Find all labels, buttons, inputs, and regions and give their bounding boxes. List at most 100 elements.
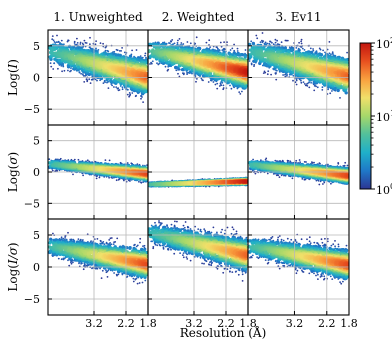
density-point xyxy=(284,39,287,42)
density-point xyxy=(113,86,115,88)
density-point xyxy=(145,56,147,59)
density-point xyxy=(96,79,98,82)
density-point xyxy=(216,87,219,90)
density-point xyxy=(83,75,85,77)
density-point xyxy=(79,43,82,45)
density-point xyxy=(126,93,129,96)
density-point xyxy=(144,54,146,57)
density-point xyxy=(300,46,303,48)
density-point xyxy=(201,79,204,81)
density-point xyxy=(267,70,270,73)
density-point xyxy=(208,39,211,42)
density-point xyxy=(69,47,74,51)
density-point xyxy=(216,82,219,85)
density-point xyxy=(216,47,219,50)
density-point xyxy=(250,40,253,43)
density-point xyxy=(57,41,59,43)
density-point xyxy=(268,42,271,45)
panel-r1-c3 xyxy=(247,29,350,126)
density-point xyxy=(316,86,319,89)
density-point xyxy=(74,46,79,51)
density-point xyxy=(233,49,236,52)
density-point xyxy=(73,40,76,43)
density-point xyxy=(305,84,308,87)
density-point xyxy=(57,67,59,70)
density-point xyxy=(208,72,213,76)
density-point xyxy=(54,42,57,44)
density-point xyxy=(319,48,322,51)
density-point xyxy=(336,88,340,93)
density-point xyxy=(131,49,134,52)
density-point xyxy=(221,49,224,51)
density-point xyxy=(95,40,97,42)
density-point xyxy=(99,42,102,44)
panel-r2-c1 xyxy=(47,124,149,220)
density-point xyxy=(300,79,302,82)
density-point xyxy=(115,179,118,182)
density-point xyxy=(150,61,153,64)
density-point xyxy=(276,69,278,72)
density-point xyxy=(195,36,198,39)
density-point xyxy=(56,34,58,37)
density-point xyxy=(327,88,329,91)
density-point xyxy=(72,173,74,176)
density-point xyxy=(173,42,176,45)
density-point xyxy=(74,44,76,46)
density-point xyxy=(186,41,189,43)
density-point xyxy=(151,60,154,63)
density-point xyxy=(135,94,138,97)
density-point xyxy=(250,62,253,65)
density-point xyxy=(73,158,76,161)
density-point xyxy=(114,53,118,57)
density-point xyxy=(245,70,248,74)
hexbin-density xyxy=(248,32,349,99)
density-point xyxy=(207,81,210,83)
density-point xyxy=(331,90,333,92)
density-point xyxy=(63,69,66,72)
density-point xyxy=(205,41,208,44)
column-title: 1. Unweighted xyxy=(53,10,143,24)
density-point xyxy=(95,177,98,180)
density-point xyxy=(253,63,256,66)
density-point xyxy=(154,41,157,44)
density-point xyxy=(121,86,124,89)
density-point xyxy=(126,162,129,164)
density-point xyxy=(119,85,122,87)
density-point xyxy=(264,41,267,44)
density-point xyxy=(261,41,264,44)
density-point xyxy=(140,95,143,97)
density-point xyxy=(118,53,123,58)
density-point xyxy=(216,46,218,49)
density-point xyxy=(94,43,97,46)
density-point xyxy=(78,71,81,73)
density-point xyxy=(182,43,185,45)
density-point xyxy=(282,74,284,76)
density-point xyxy=(339,97,341,99)
density-point xyxy=(148,49,151,53)
density-point xyxy=(52,68,55,70)
density-point xyxy=(149,63,151,65)
density-point xyxy=(102,82,105,84)
density-point xyxy=(196,78,198,80)
density-point xyxy=(131,92,134,94)
density-point xyxy=(306,82,309,85)
density-point xyxy=(178,38,181,40)
density-point xyxy=(135,49,138,51)
density-point xyxy=(319,53,324,57)
density-point xyxy=(290,48,294,53)
density-point xyxy=(70,69,72,72)
density-point xyxy=(104,159,107,162)
density-point xyxy=(194,75,197,77)
density-point xyxy=(199,60,203,64)
density-point xyxy=(127,179,130,182)
density-point xyxy=(219,41,222,44)
column-title: 3. Ev11 xyxy=(275,10,321,24)
density-point xyxy=(82,73,84,76)
density-point xyxy=(278,43,281,46)
density-point xyxy=(97,49,100,51)
density-point xyxy=(243,55,247,59)
density-point xyxy=(88,78,91,81)
density-point xyxy=(261,32,264,34)
density-point xyxy=(286,39,289,42)
density-point xyxy=(294,81,297,84)
